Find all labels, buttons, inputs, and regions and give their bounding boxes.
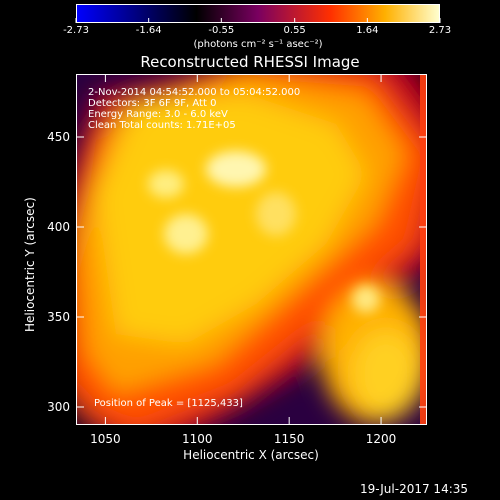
annotation-block: 2-Nov-2014 04:54:52.000 to 05:04:52.000 … [88,87,300,131]
y-tick-label: 300 [47,400,70,414]
annotation-energy: Energy Range: 3.0 - 6.0 keV [88,109,228,120]
x-tick-label: 1150 [273,432,305,446]
chart-title: Reconstructed RHESSI Image [140,53,360,71]
y-tick-label: 450 [47,130,70,144]
annotation-counts: Clean Total counts: 1.71E+05 [88,120,236,131]
colorbar-label: (photons cm⁻² s⁻¹ asec⁻²) [193,39,323,50]
x-tick-label: 1100 [182,432,213,446]
plot-frame [76,74,427,425]
footer-timestamp: 19-Jul-2017 14:35 [360,482,469,496]
annotation-detectors: Detectors: 3F 6F 9F, Att 0 [88,98,217,109]
y-axis-label: Heliocentric Y (arcsec) [23,197,37,332]
colorbar-tick-label: -2.73 [63,25,89,36]
x-tick-label: 1050 [90,432,121,446]
colorbar-tick-label: -0.55 [208,25,235,36]
heatmap-image [76,74,427,425]
colorbar-tick-label: -1.64 [135,25,162,36]
colorbar-tick-label: 0.55 [283,25,306,36]
peak-position-label: Position of Peak = [1125,433] [94,398,243,409]
annotation-time-range: 2-Nov-2014 04:54:52.000 to 05:04:52.000 [88,87,301,98]
colorbar [76,4,440,23]
colorbar-tick-label: 2.73 [428,25,452,36]
y-tick-label: 350 [47,310,70,324]
x-tick-label: 1200 [365,432,397,446]
x-axis-label: Heliocentric X (arcsec) [183,448,319,462]
colorbar-tick-label: 1.64 [356,25,379,36]
plot-area: 2-Nov-2014 04:54:52.000 to 05:04:52.000 … [76,74,427,425]
y-tick-label: 400 [47,220,70,234]
